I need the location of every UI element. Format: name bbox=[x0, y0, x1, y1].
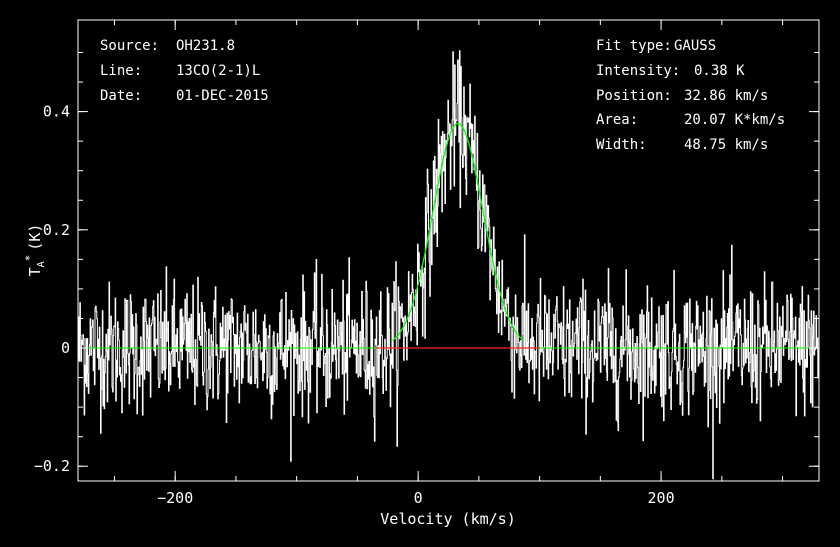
y-axis-label-sub: A bbox=[36, 261, 47, 267]
y-tick-label: 0 bbox=[61, 339, 70, 357]
y-axis-label-main: T bbox=[26, 267, 44, 276]
fit-type-value: GAUSS bbox=[674, 38, 716, 54]
info-source-key: Source: bbox=[100, 38, 159, 54]
plot-frame bbox=[77, 19, 820, 482]
x-axis-label: Velocity (km/s) bbox=[380, 510, 515, 528]
fit-intensity-value: 0.38 K bbox=[694, 63, 745, 79]
y-tick-label: 0.4 bbox=[43, 103, 70, 121]
fit-width-value: 48.75 km/s bbox=[684, 137, 768, 153]
fit-width-key: Width: bbox=[596, 137, 647, 153]
fit-intensity-key: Intensity: bbox=[596, 63, 680, 79]
x-tick-label: 0 bbox=[414, 489, 423, 507]
data-layer bbox=[78, 50, 819, 480]
x-tick-label: 200 bbox=[648, 489, 675, 507]
y-tick-label: −0.2 bbox=[34, 457, 70, 475]
y-axis-label: TA* (K) bbox=[23, 224, 47, 277]
info-date-value: 01-DEC-2015 bbox=[176, 88, 269, 104]
fit-area-value: 20.07 K*km/s bbox=[684, 112, 785, 128]
spectrum-line bbox=[78, 50, 819, 480]
fit-position-value: 32.86 km/s bbox=[684, 88, 768, 104]
x-tick-label: −200 bbox=[157, 489, 193, 507]
info-source-value: OH231.8 bbox=[176, 38, 235, 54]
y-axis-label-unit: (K) bbox=[26, 224, 44, 251]
info-line-value: 13CO(2-1)L bbox=[176, 63, 260, 79]
y-axis-label-sup: * bbox=[23, 255, 36, 262]
info-left-panel: Source: OH231.8 Line: 13CO(2-1)L Date: 0… bbox=[100, 38, 269, 104]
info-right-panel: Fit type: GAUSS Intensity: 0.38 K Positi… bbox=[596, 38, 785, 153]
info-line-key: Line: bbox=[100, 63, 142, 79]
ticks-layer: −200 0 200 −0.2 0 0.2 0.4 bbox=[34, 20, 819, 507]
gaussian-fit-curve bbox=[392, 122, 524, 341]
info-date-key: Date: bbox=[100, 88, 142, 104]
fit-position-key: Position: bbox=[596, 88, 672, 104]
y-axis-label-text: TA* (K) bbox=[23, 224, 47, 277]
fit-type-key: Fit type: bbox=[596, 38, 672, 54]
y-tick-label: 0.2 bbox=[43, 221, 70, 239]
fit-area-key: Area: bbox=[596, 112, 638, 128]
